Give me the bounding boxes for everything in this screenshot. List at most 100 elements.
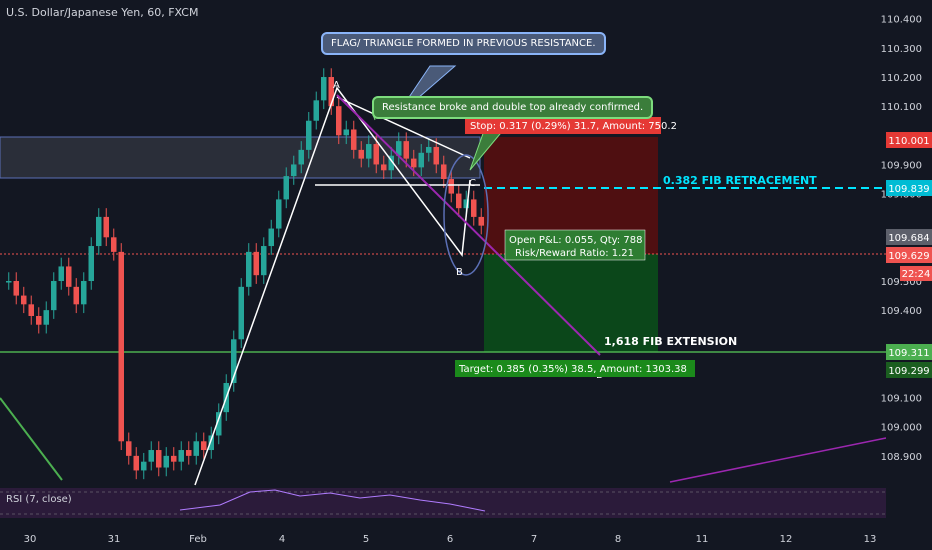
target2-price-text: 109.299 bbox=[888, 366, 929, 377]
y-tick-label: 109.100 bbox=[881, 394, 922, 405]
candle-body bbox=[201, 441, 207, 451]
candle-body bbox=[411, 158, 417, 168]
candle-body bbox=[28, 304, 34, 316]
x-tick-label: 30 bbox=[24, 534, 37, 545]
target-price-badge bbox=[886, 344, 932, 360]
candle-body bbox=[321, 77, 327, 101]
target-label: Target: 0.385 (0.35%) 38.5, Amount: 1303… bbox=[458, 364, 687, 375]
candle-body bbox=[96, 216, 102, 247]
chart-title: U.S. Dollar/Japanese Yen, 60, FXCM bbox=[6, 6, 199, 19]
candle-body bbox=[373, 144, 379, 165]
current-price-badge bbox=[886, 229, 932, 245]
candle-body bbox=[448, 179, 454, 194]
candle-body bbox=[306, 120, 312, 150]
candle-body bbox=[178, 450, 184, 462]
candle-body bbox=[193, 441, 199, 456]
candle-body bbox=[381, 164, 387, 171]
x-tick-label: 11 bbox=[696, 534, 709, 545]
candle-body bbox=[336, 106, 342, 136]
candle-body bbox=[88, 246, 94, 282]
fib-extension-label: 1,618 FIB EXTENSION bbox=[604, 335, 737, 348]
y-tick-label: 109.500 bbox=[881, 277, 922, 288]
purple-trendline bbox=[669, 437, 887, 483]
y-tick-label: 110.400 bbox=[881, 15, 922, 26]
candle-body bbox=[456, 193, 462, 209]
flag-callout: FLAG/ TRIANGLE FORMED IN PREVIOUS RESIST… bbox=[321, 32, 606, 55]
candle-body bbox=[396, 141, 402, 156]
candle-body bbox=[66, 266, 72, 287]
candle-body bbox=[81, 281, 87, 305]
x-tick-label: Feb bbox=[189, 534, 207, 545]
fib-retracement-label: 0.382 FIB RETRACEMENT bbox=[663, 174, 817, 187]
candle-body bbox=[118, 251, 124, 442]
pnl-label-bg bbox=[504, 229, 646, 261]
entry-price-badge bbox=[886, 247, 932, 263]
x-axis-ticks: 30 31 Feb 4 5 6 7 8 11 12 13 bbox=[24, 534, 877, 545]
y-tick-label: 109.000 bbox=[881, 423, 922, 434]
abcd-pattern bbox=[194, 86, 471, 486]
resistance-callout: Resistance broke and double top already … bbox=[372, 96, 654, 119]
y-tick-label: 110.100 bbox=[881, 102, 922, 113]
x-tick-label: 7 bbox=[531, 534, 537, 545]
y-tick-label: 109.400 bbox=[881, 306, 922, 317]
x-tick-label: 5 bbox=[363, 534, 369, 545]
target-label-bg bbox=[455, 360, 695, 377]
candle-body bbox=[313, 100, 319, 121]
candle-body bbox=[276, 199, 282, 229]
candle-body bbox=[291, 164, 297, 177]
candle-body bbox=[111, 237, 117, 252]
stop-price-text: 110.001 bbox=[888, 136, 929, 147]
candle-body bbox=[216, 412, 222, 436]
green-trendline bbox=[0, 397, 63, 481]
candle-body bbox=[13, 281, 19, 296]
descending-trendline bbox=[336, 94, 601, 356]
candle-body bbox=[163, 455, 169, 468]
rsi-line bbox=[179, 489, 486, 512]
candle-body bbox=[351, 129, 357, 150]
stop-label: Stop: 0.317 (0.29%) 31.7, Amount: 750.2 bbox=[470, 121, 677, 132]
x-tick-label: 4 bbox=[279, 534, 285, 545]
candle-body bbox=[283, 176, 289, 200]
timer-badge bbox=[900, 266, 932, 281]
candle-body bbox=[148, 450, 154, 462]
open-pl-label: Open P&L: 0.055, Qty: 788 bbox=[509, 235, 642, 246]
candle-body bbox=[208, 435, 214, 451]
candle-body bbox=[388, 155, 394, 171]
candle-body bbox=[261, 246, 267, 276]
candle-body bbox=[238, 286, 244, 340]
candle-body bbox=[478, 216, 484, 226]
x-tick-label: 6 bbox=[447, 534, 453, 545]
candle-body bbox=[141, 461, 147, 471]
stop-price-badge bbox=[886, 132, 932, 148]
candle-body bbox=[366, 144, 372, 159]
candle-body bbox=[343, 129, 349, 136]
double-top-ellipse bbox=[443, 154, 489, 276]
candle-body bbox=[403, 141, 409, 159]
candle-body bbox=[73, 286, 79, 305]
target-price-text: 109.311 bbox=[888, 348, 929, 359]
candle-body bbox=[246, 251, 252, 287]
x-tick-label: 12 bbox=[780, 534, 793, 545]
candle-body bbox=[426, 146, 432, 153]
candle-body bbox=[433, 146, 439, 165]
stop-label-bg bbox=[465, 117, 661, 134]
candles bbox=[6, 68, 484, 480]
candle-body bbox=[21, 295, 27, 305]
y-tick-label: 110.300 bbox=[881, 44, 922, 55]
y-tick-label: 109.900 bbox=[881, 160, 922, 171]
candle-body bbox=[133, 455, 139, 471]
candle-body bbox=[358, 149, 364, 159]
x-tick-label: 31 bbox=[108, 534, 121, 545]
plot-area bbox=[0, 0, 886, 520]
point-b-label: B bbox=[456, 267, 463, 278]
candle-body bbox=[126, 441, 132, 456]
candle-body bbox=[58, 266, 64, 282]
candle-body bbox=[156, 450, 162, 468]
point-a-label: A bbox=[333, 80, 340, 91]
fib-price-badge bbox=[886, 180, 932, 196]
candle-body bbox=[328, 77, 334, 107]
timer-text: 22:24 bbox=[902, 269, 931, 280]
candle-body bbox=[463, 199, 469, 209]
candle-body bbox=[6, 281, 12, 283]
